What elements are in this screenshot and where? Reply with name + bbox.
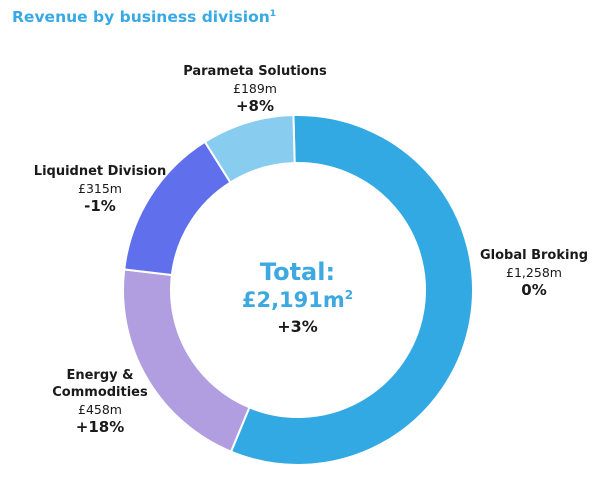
category-label: Global Broking bbox=[479, 248, 589, 263]
value-label: £458m bbox=[78, 401, 122, 417]
category-label: Liquidnet Division bbox=[33, 164, 167, 179]
slice-parameta-solutions bbox=[203, 114, 296, 184]
label-energy-commodities: Energy & Commodities £458m +18% bbox=[40, 368, 160, 438]
category-label: Energy & Commodities bbox=[52, 368, 148, 400]
label-global-broking: Global Broking £1,258m 0% bbox=[474, 248, 592, 301]
label-parameta-solutions: Parameta Solutions £189m +8% bbox=[170, 64, 340, 117]
change-label: -1% bbox=[84, 197, 116, 216]
total-value: £2,191m2 bbox=[241, 287, 354, 312]
label-liquidnet-division: Liquidnet Division £315m -1% bbox=[25, 164, 175, 217]
total-change: +3% bbox=[277, 317, 318, 337]
chart-title: Revenue by business division1 bbox=[12, 8, 277, 26]
category-label: Parameta Solutions bbox=[183, 64, 327, 79]
change-label: +8% bbox=[235, 97, 275, 116]
value-label: £315m bbox=[78, 180, 122, 196]
value-label: £1,258m bbox=[506, 264, 562, 280]
change-label: +18% bbox=[75, 418, 125, 437]
value-label: £189m bbox=[233, 80, 277, 96]
total-label: Total: bbox=[259, 258, 336, 286]
change-label: 0% bbox=[521, 281, 547, 300]
total-summary: Total: £2,191m2 +3% bbox=[210, 258, 385, 336]
slice-global-broking bbox=[229, 114, 474, 466]
